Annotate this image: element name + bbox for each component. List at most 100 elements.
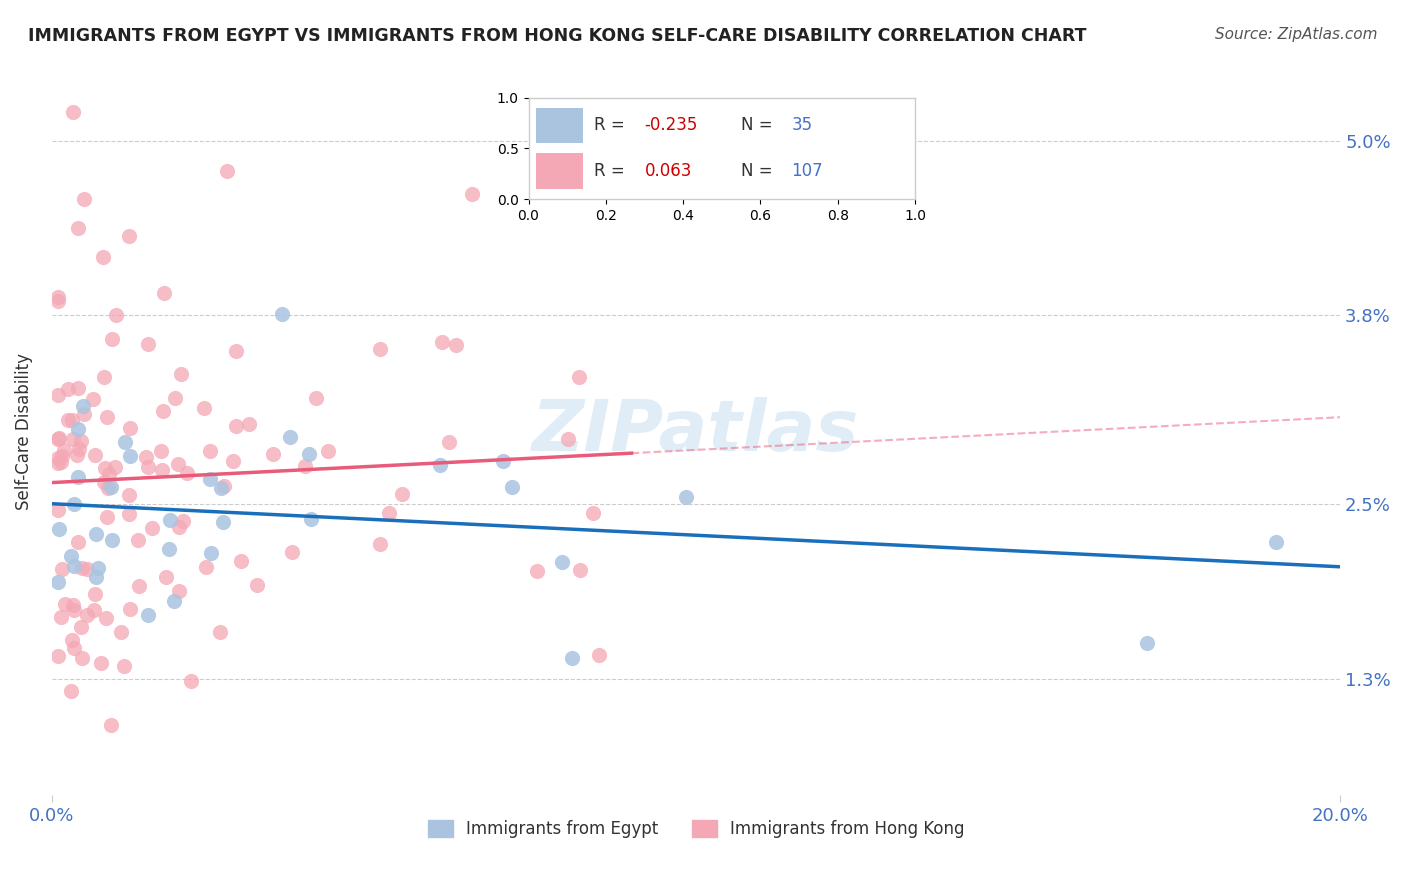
Point bbox=[118, 421, 141, 435]
Point bbox=[110, 624, 132, 639]
Point bbox=[100, 332, 122, 346]
Point bbox=[298, 447, 321, 461]
Point bbox=[118, 488, 141, 502]
Point bbox=[588, 648, 610, 663]
Point bbox=[180, 673, 202, 688]
Point bbox=[96, 510, 118, 524]
Legend: Immigrants from Egypt, Immigrants from Hong Kong: Immigrants from Egypt, Immigrants from H… bbox=[420, 813, 972, 845]
Text: Source: ZipAtlas.com: Source: ZipAtlas.com bbox=[1215, 27, 1378, 42]
Point bbox=[84, 570, 107, 584]
Point bbox=[100, 479, 122, 493]
Point bbox=[561, 651, 583, 665]
Point bbox=[136, 459, 159, 474]
Point bbox=[215, 164, 238, 178]
Point bbox=[46, 388, 69, 402]
Point bbox=[136, 608, 159, 623]
Point bbox=[46, 575, 69, 590]
Point bbox=[155, 570, 177, 584]
Point bbox=[238, 417, 260, 432]
Point bbox=[211, 515, 233, 529]
Point bbox=[63, 603, 86, 617]
Point bbox=[105, 309, 128, 323]
Point bbox=[62, 432, 84, 446]
Point bbox=[48, 431, 70, 445]
Point bbox=[67, 535, 90, 549]
Point bbox=[90, 657, 112, 671]
Point bbox=[70, 561, 93, 575]
Point bbox=[66, 381, 89, 395]
Point bbox=[551, 555, 574, 569]
Point bbox=[128, 579, 150, 593]
Point bbox=[97, 482, 120, 496]
Point bbox=[62, 598, 84, 612]
Point bbox=[66, 469, 89, 483]
Point bbox=[60, 549, 83, 563]
Point bbox=[166, 457, 188, 471]
Point bbox=[225, 418, 247, 433]
Point bbox=[60, 412, 83, 426]
Point bbox=[76, 608, 98, 623]
Point bbox=[209, 625, 232, 640]
Point bbox=[66, 448, 89, 462]
Point bbox=[49, 455, 72, 469]
Point bbox=[391, 487, 413, 501]
Point bbox=[172, 514, 194, 528]
Point bbox=[114, 434, 136, 449]
Point bbox=[141, 521, 163, 535]
Text: ZIPatlas: ZIPatlas bbox=[533, 397, 859, 467]
Point bbox=[157, 542, 180, 557]
Point bbox=[271, 307, 294, 321]
Point bbox=[138, 337, 160, 351]
Point bbox=[163, 594, 186, 608]
Point bbox=[94, 611, 117, 625]
Point bbox=[70, 620, 93, 634]
Point bbox=[93, 370, 115, 384]
Point bbox=[281, 545, 304, 559]
Point bbox=[429, 458, 451, 472]
Point bbox=[104, 460, 127, 475]
Point bbox=[246, 578, 269, 592]
Point bbox=[60, 684, 83, 698]
Point bbox=[120, 602, 142, 616]
Point bbox=[51, 562, 73, 576]
Point bbox=[118, 507, 141, 521]
Point bbox=[229, 553, 252, 567]
Point bbox=[52, 443, 75, 458]
Point bbox=[46, 503, 69, 517]
Point bbox=[446, 338, 468, 352]
Point bbox=[432, 334, 454, 349]
Point bbox=[461, 186, 484, 201]
Point bbox=[526, 564, 548, 578]
Point bbox=[568, 369, 591, 384]
Point bbox=[304, 391, 326, 405]
Point bbox=[163, 391, 186, 405]
Point bbox=[262, 447, 284, 461]
Point bbox=[437, 434, 460, 449]
Point bbox=[153, 286, 176, 301]
Point bbox=[73, 192, 96, 206]
Point bbox=[225, 343, 247, 358]
Point bbox=[70, 651, 93, 665]
Point bbox=[53, 597, 76, 611]
Point bbox=[120, 450, 142, 464]
Point bbox=[1264, 535, 1286, 549]
Point bbox=[48, 522, 70, 536]
Point bbox=[49, 609, 72, 624]
Point bbox=[46, 648, 69, 663]
Point bbox=[84, 526, 107, 541]
Point bbox=[83, 448, 105, 462]
Point bbox=[368, 537, 391, 551]
Point bbox=[60, 632, 83, 647]
Point bbox=[83, 587, 105, 601]
Point bbox=[62, 497, 84, 511]
Point bbox=[62, 105, 84, 120]
Point bbox=[96, 410, 118, 425]
Point bbox=[62, 559, 84, 574]
Point bbox=[70, 434, 93, 448]
Point bbox=[94, 460, 117, 475]
Point bbox=[200, 546, 222, 560]
Point bbox=[209, 481, 232, 495]
Point bbox=[167, 519, 190, 533]
Point bbox=[299, 512, 322, 526]
Point bbox=[114, 658, 136, 673]
